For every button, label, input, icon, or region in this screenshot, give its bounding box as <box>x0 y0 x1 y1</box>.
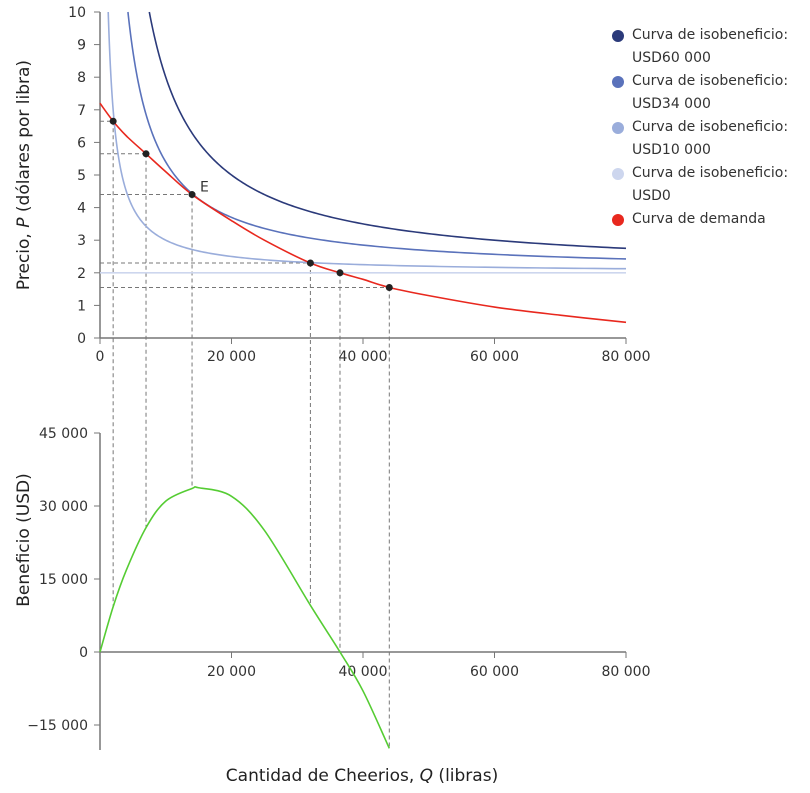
demand-curve <box>99 102 627 324</box>
x-tick-label-top: 0 <box>96 349 105 365</box>
y-axis-label-bottom: Beneficio (USD) <box>14 473 34 607</box>
x-axis-label: Cantidad de Cheerios, Q (libras) <box>226 766 498 786</box>
x-tick-label-bottom: 60 000 <box>470 664 519 680</box>
y-tick-label-top: 4 <box>77 201 86 217</box>
legend-item: Curva de isobeneficio: USD60 000 <box>612 24 788 70</box>
y-tick-label-bottom: 45 000 <box>39 426 88 442</box>
legend-label: Curva de isobeneficio: USD34 000 <box>632 73 789 112</box>
legend-dot-icon <box>612 76 624 88</box>
legend-item: Curva de demanda <box>612 208 788 231</box>
y-tick-label-top: 3 <box>77 233 86 249</box>
legend-item: Curva de isobeneficio: USD0 <box>612 162 788 208</box>
legend-label: Curva de demanda <box>632 211 766 227</box>
y-tick-label-top: 8 <box>77 70 86 86</box>
legend-dot-icon <box>612 122 624 134</box>
y-tick-label-top: 10 <box>68 5 86 21</box>
y-tick-label-top: 5 <box>77 168 86 184</box>
x-tick-label-top: 20 000 <box>207 349 256 365</box>
legend-dot-icon <box>612 30 624 42</box>
y-axis-label-top: Precio, P (dólares por libra) <box>14 60 34 290</box>
x-tick-label-top: 60 000 <box>470 349 519 365</box>
y-tick-label-bottom: 15 000 <box>39 572 88 588</box>
x-tick-label-top: 80 000 <box>602 349 651 365</box>
y-tick-label-top: 6 <box>77 135 86 151</box>
x-tick-label-top: 40 000 <box>339 349 388 365</box>
data-point <box>142 150 150 158</box>
legend: Curva de isobeneficio: USD60 000 Curva de … <box>612 24 788 231</box>
legend-dot-icon <box>612 214 624 226</box>
y-tick-label-top: 2 <box>77 266 86 282</box>
profit-curve <box>99 485 391 749</box>
x-tick-label-bottom: 40 000 <box>339 664 388 680</box>
point-label-e: E <box>200 180 209 196</box>
data-point <box>336 269 344 277</box>
y-tick-label-top: 9 <box>77 38 86 54</box>
y-tick-label-bottom: 0 <box>79 645 88 661</box>
isoprofit-curve <box>127 11 627 260</box>
isoprofit-curve <box>148 11 627 250</box>
data-point <box>306 259 314 267</box>
isoprofit-curve <box>107 11 627 270</box>
legend-item: Curva de isobeneficio: USD10 000 <box>612 116 788 162</box>
data-point <box>109 117 117 125</box>
y-tick-label-top: 1 <box>77 298 86 314</box>
legend-dot-icon <box>612 168 624 180</box>
legend-label: Curva de isobeneficio: USD0 <box>632 165 789 204</box>
legend-item: Curva de isobeneficio: USD34 000 <box>612 70 788 116</box>
y-tick-label-bottom: 30 000 <box>39 499 88 515</box>
x-tick-label-bottom: 80 000 <box>602 664 651 680</box>
y-tick-label-top: 7 <box>77 103 86 119</box>
legend-label: Curva de isobeneficio: USD10 000 <box>632 119 789 158</box>
y-tick-label-top: 0 <box>77 331 86 347</box>
data-point <box>188 191 196 199</box>
data-point <box>385 283 393 291</box>
y-tick-label-bottom: −15 000 <box>27 718 88 734</box>
x-tick-label-bottom: 20 000 <box>207 664 256 680</box>
legend-label: Curva de isobeneficio: USD60 000 <box>632 27 789 66</box>
